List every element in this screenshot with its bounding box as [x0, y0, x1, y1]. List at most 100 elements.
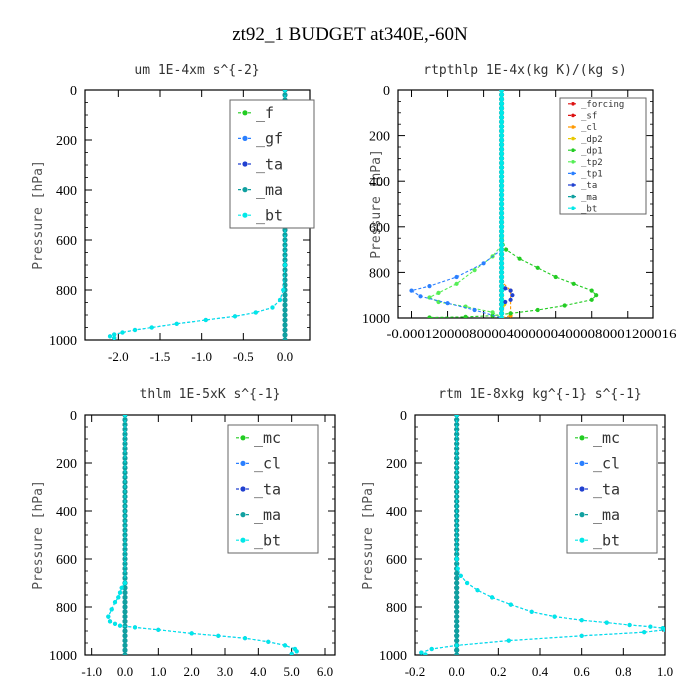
series-point-bt — [499, 215, 505, 221]
legend-label: _cl — [581, 123, 597, 133]
y-tick-label: 800 — [386, 601, 407, 616]
legend-label: _dp2 — [581, 135, 603, 145]
legend-label: _bt — [581, 204, 597, 214]
series-point-bt — [294, 649, 299, 654]
series-point-bt — [454, 556, 459, 562]
legend-marker — [579, 435, 585, 441]
series-point-ma — [282, 332, 288, 338]
legend-marker — [240, 511, 246, 518]
series-point-tp1 — [409, 288, 414, 293]
series-point-bt — [499, 151, 505, 157]
legend-label: _ma — [593, 506, 620, 524]
legend-label: _bt — [593, 531, 620, 549]
series-point-bt — [122, 415, 128, 418]
y-tick-label: 600 — [386, 553, 407, 568]
legend-box — [229, 99, 315, 229]
series-point-dp1 — [589, 297, 594, 302]
y-tick-label: 400 — [56, 184, 77, 199]
y-tick-label: 800 — [369, 266, 390, 281]
series-point-ma — [122, 599, 128, 605]
series-point-ma — [122, 609, 128, 615]
series-point-bt — [499, 201, 505, 207]
series-point-bt — [499, 219, 505, 225]
series-point-bt — [189, 631, 194, 636]
series-point-ta — [508, 297, 513, 302]
series-point-bt — [499, 210, 505, 216]
figure-title: zt92_1 BUDGET at340E,-60N — [232, 24, 468, 45]
series-point-ma — [282, 327, 288, 333]
series-point-bt — [604, 620, 609, 625]
legend: _mc _cl _ta _ma _bt — [227, 424, 319, 554]
legend-box — [559, 97, 647, 215]
series-point-bt — [277, 297, 283, 303]
legend-marker — [242, 187, 248, 193]
series-point-tp1 — [418, 294, 423, 299]
series-point-bt — [499, 301, 505, 307]
series-point-dp1 — [427, 315, 432, 318]
series-point-ma — [454, 618, 460, 624]
series-point-bt — [499, 187, 505, 193]
series-point-bt — [203, 317, 208, 323]
series-point-bt — [107, 334, 113, 339]
y-tick-label: 400 — [386, 505, 407, 520]
series-point-tp1 — [481, 261, 486, 266]
series-point-dp1 — [535, 265, 540, 270]
series-point-bt — [454, 415, 459, 418]
series-point-ma — [454, 580, 460, 586]
legend-marker — [242, 161, 248, 167]
legend-label: _mc — [254, 429, 281, 447]
y-axis-label: Pressure [hPa] — [31, 160, 46, 270]
x-tick-label: 0.6 — [574, 664, 591, 679]
series-point-bt — [499, 169, 505, 175]
legend-marker — [571, 136, 575, 141]
legend-label: _f — [256, 104, 274, 122]
series-point-bt — [253, 310, 258, 315]
series-point-ta — [508, 288, 513, 293]
legend-label: _ma — [581, 193, 597, 203]
series-point-bt — [112, 621, 118, 626]
x-tick-label: 6.0 — [317, 664, 333, 679]
series-point-bt — [281, 287, 286, 293]
series-point-bt — [106, 614, 111, 619]
panel-um: um 1E-4xm s^{-2} Pressure [hPa] 0 200 400 6… — [31, 63, 315, 364]
series-point-ma — [454, 609, 460, 615]
series-point-ma — [454, 570, 460, 576]
legend-label: _ma — [256, 181, 283, 199]
series-point-bt — [499, 297, 505, 303]
series-point-bt — [508, 602, 513, 607]
series-point-ma — [454, 628, 460, 634]
y-tick-label: 0 — [400, 409, 407, 424]
y-tick-label: 200 — [56, 134, 77, 149]
x-tick-label: 0.4 — [532, 664, 549, 679]
series-point-ma — [282, 297, 288, 303]
legend-marker — [571, 160, 575, 164]
series-point-bt — [499, 90, 505, 93]
series-line-dp1 — [429, 237, 597, 318]
series-point-bt — [499, 110, 505, 116]
series-point-ma — [282, 322, 288, 328]
series-point-bt — [499, 310, 505, 316]
x-tick-label: 1.0 — [150, 664, 166, 679]
series-point-ma — [282, 302, 288, 308]
series-point-tp2 — [436, 290, 441, 296]
series-point-bt — [112, 332, 117, 337]
series-point-bt — [579, 618, 584, 623]
series-point-ma — [122, 638, 128, 644]
y-axis-label: Pressure [hPa] — [31, 480, 46, 590]
series-point-ma — [122, 647, 128, 653]
legend-label: _mc — [593, 429, 620, 447]
series-point-bt — [270, 305, 275, 310]
series-point-bt — [499, 178, 505, 184]
series-point-bt — [475, 588, 480, 593]
legend-marker — [579, 511, 585, 518]
legend-label: _sf — [581, 112, 597, 122]
x-tick-label: -1.0 — [191, 349, 212, 364]
series-point-bt — [642, 630, 647, 635]
series-point-bt — [499, 288, 505, 294]
series-point-bt — [499, 206, 505, 212]
legend-label: _bt — [256, 206, 283, 224]
series-point-bt — [499, 128, 505, 134]
series-point-bt — [282, 262, 288, 268]
data-area — [106, 415, 299, 655]
series-point-bt — [499, 265, 505, 271]
